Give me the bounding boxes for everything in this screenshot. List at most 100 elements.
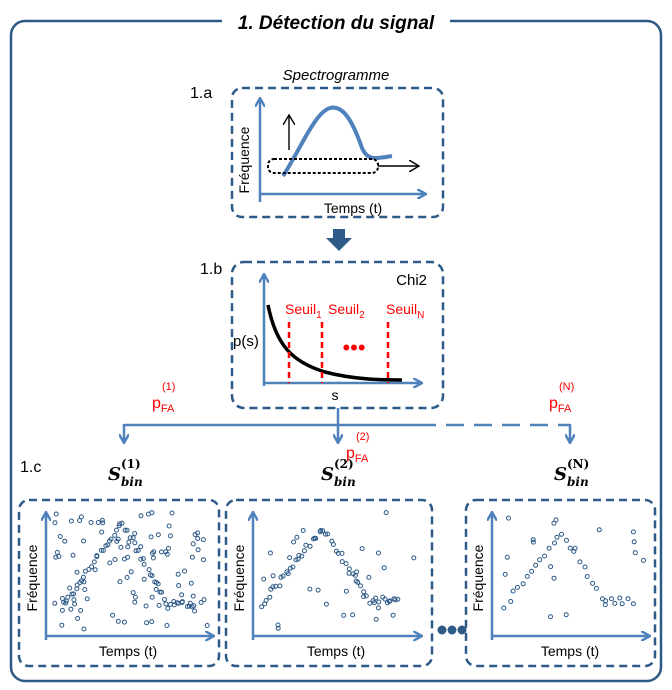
bin-panel-1-dot	[149, 573, 155, 579]
bin-panel-2-dot	[352, 572, 358, 578]
bin-panel-2-dot	[320, 528, 326, 534]
bin-panel-2-dot	[371, 600, 377, 606]
bin-panel-n-dot	[619, 601, 625, 607]
spectrogram-y-label: Fréquence	[236, 126, 252, 193]
bin-panel-2-dot	[267, 594, 273, 600]
bin-panel-1-dot	[155, 532, 161, 538]
bin-panel-2-dot	[343, 588, 349, 594]
bin-panel-1-dot	[75, 616, 81, 621]
bin-panel-n-dot	[593, 585, 599, 591]
bin-panel-1-dot	[52, 600, 58, 606]
bin-panel-1-dot	[182, 568, 187, 574]
bin-panel-1-dot	[135, 547, 141, 553]
bin-panel-1-dot	[81, 626, 87, 632]
bin-panel-1-dot	[187, 600, 193, 606]
bin-panel-2-dot	[291, 539, 297, 545]
bin-panel-1-dot	[100, 520, 106, 526]
bin-panel-2-dot	[318, 528, 324, 533]
bin-panel-2-dot	[300, 528, 306, 533]
bin-panel-2-dot	[330, 542, 336, 547]
bin-panel-2-dot	[411, 555, 417, 561]
bin-panel-1-dot	[63, 600, 69, 606]
bin-panel-1-dot	[149, 619, 155, 625]
title-backdrop	[222, 8, 450, 34]
bin-panel-n-dot	[554, 534, 560, 540]
section-c-label: 1.c	[20, 459, 41, 476]
bin-panel-1-dot	[132, 599, 138, 605]
bin-panel-n-dot	[508, 599, 514, 604]
bin-panel-1-dot	[140, 556, 146, 562]
bin-panel-n-dot	[631, 539, 637, 545]
bin-panel-2-dot	[290, 564, 296, 570]
bin-panel-2-dots	[259, 510, 417, 631]
bin-panel-1-dot	[100, 548, 106, 553]
bin-panel-1-dot	[54, 549, 60, 555]
bin-panel-n-dot	[596, 527, 602, 533]
bin-panel-1-dot	[195, 536, 201, 541]
bin-panel-n-dot	[533, 562, 539, 568]
bin-panel-1-dot	[81, 538, 87, 544]
threshold-label-2: Seuil2	[328, 301, 365, 321]
bin-panel-2-dot	[376, 599, 382, 605]
bin-panel-1-dot	[68, 606, 74, 612]
bin-panel-2-dot	[373, 616, 379, 622]
bin-panel-n-y-label: Fréquence	[470, 544, 486, 611]
bin-panel-1-dot	[190, 593, 196, 599]
bin-panel-1-dot	[52, 520, 58, 526]
bin-panel-1-dot	[92, 567, 98, 573]
bin-panel-1-dot	[53, 554, 59, 560]
bin-panel-n-dot	[564, 537, 569, 543]
bin-panel-1-dot	[141, 576, 147, 582]
bin-panel-2-dot	[294, 534, 300, 540]
bin-panel-n-dot	[630, 601, 636, 607]
bin-panel-1-dot	[91, 559, 97, 565]
bin-panel-n-dot	[551, 575, 557, 581]
bin-panel-1-dot	[112, 557, 118, 562]
bin-panel-1-dot	[189, 554, 195, 560]
bin-panel-2-dot	[376, 605, 381, 611]
bin-panel-1-dot	[191, 603, 197, 609]
threshold-label-n: SeuilN	[386, 301, 424, 321]
bin-panel-1-dot	[162, 597, 167, 602]
bin-panel-n-dot	[524, 573, 530, 579]
bin-panel-1-dot	[110, 612, 116, 618]
bin-panel-1-dot	[107, 560, 113, 566]
bin-panel-1-dot	[127, 535, 133, 541]
bin-panel-1-dot	[166, 545, 171, 551]
bin-panel-1-dot	[71, 591, 77, 597]
bin-panel-1-dot	[70, 552, 76, 558]
bin-panel-n-dot	[572, 545, 578, 551]
bin-panel-1-dot	[108, 536, 114, 542]
bin-panel-1-dot	[132, 531, 138, 536]
bin-panel-2-dot	[343, 561, 349, 567]
bin-panel-n-dot	[548, 614, 553, 620]
bin-panel-n-dot	[514, 584, 520, 590]
bin-panel-1-dot	[88, 520, 94, 525]
bin-panel-2-dot	[382, 596, 388, 602]
bin-panel-2-dot	[387, 598, 393, 604]
bin-panel-1-dot	[149, 510, 155, 516]
bin-panel-1-dot	[156, 602, 162, 608]
bin-panel-2-dot	[341, 612, 347, 618]
bin-panel-1-dot	[179, 599, 185, 605]
bin-panel-1-dot	[204, 623, 210, 628]
bin-panel-1-y-label: Fréquence	[24, 544, 40, 611]
bin-panel-2-dot	[287, 555, 293, 561]
bin-panel-2-dot	[280, 573, 286, 579]
chi2-x-label: s	[332, 387, 339, 403]
section-a-label: 1.a	[190, 85, 212, 102]
bin-panel-n-dot	[641, 557, 646, 563]
bin-panel-n-dot	[537, 557, 543, 563]
bin-panel-2-y-label: Fréquence	[231, 544, 247, 611]
bin-panel-1-dot	[166, 523, 172, 529]
bin-panel-n-x-label: Temps (t)	[541, 643, 599, 659]
bin-panel-n-dot	[559, 531, 564, 537]
bin-panel-1-dot	[115, 618, 121, 624]
bin-panel-2-dot	[381, 565, 387, 571]
bin-panel-1-dot	[148, 534, 154, 540]
bin-panel-1-dot	[130, 590, 136, 596]
chi2-density-curve	[266, 304, 403, 382]
bin-panel-n-dot	[552, 540, 557, 546]
bin-panel-1-dot	[175, 571, 181, 577]
bin-panel-n-dot	[609, 596, 614, 602]
